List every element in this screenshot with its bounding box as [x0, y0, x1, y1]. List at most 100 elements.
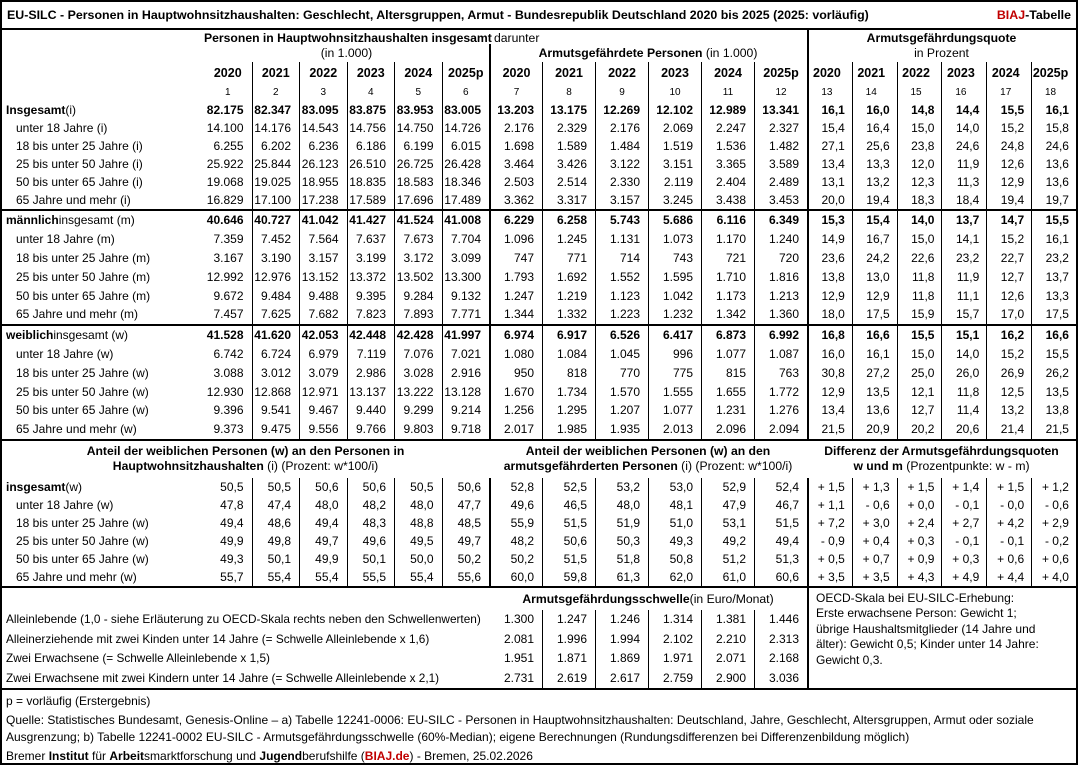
table-section-schwelle: Armutsgefährdungsschwelle (in Euro/Monat… — [2, 587, 1076, 690]
table-cell: 13,3 — [1031, 286, 1076, 305]
table-cell: 1.772 — [754, 382, 807, 401]
table-cell: 1.232 — [648, 304, 701, 324]
table-cell: 12,7 — [896, 400, 942, 420]
row-label: 65 Jahre und mehr (m) — [16, 307, 139, 322]
table-cell: 12,9 — [807, 382, 852, 401]
table-cell: 14,0 — [941, 119, 986, 137]
table-cell: 13,8 — [807, 267, 852, 287]
row-label: 65 Jahre und mehr (i) — [16, 193, 131, 207]
table-cell: 714 — [595, 248, 648, 268]
table-cell: 18,4 — [941, 191, 986, 209]
table-cell: 21,5 — [807, 419, 852, 439]
year-cell: 2022 — [595, 62, 648, 84]
table-cell: 20,0 — [807, 191, 852, 209]
table-cell: 7.564 — [299, 229, 347, 249]
table-cell: 13,6 — [1031, 155, 1076, 173]
table-cell: 47,9 — [701, 495, 754, 514]
table-cell: 1.342 — [701, 304, 754, 324]
table-cell: 17,5 — [851, 304, 897, 324]
table-cell: 7.119 — [346, 344, 395, 364]
column-group-header: Personen in Hauptwohnsitzhaushalten insg… — [2, 30, 1076, 62]
table-cell: 12.868 — [251, 382, 300, 401]
table-cell: 1.482 — [754, 137, 807, 155]
year-cell: 2021 — [542, 62, 595, 84]
table-cell: 3.036 — [754, 668, 807, 688]
table-cell: 1.446 — [754, 609, 807, 630]
table-cell: 3.589 — [754, 155, 807, 173]
table-cell: 2.094 — [754, 419, 807, 439]
table-cell: 49,8 — [251, 531, 300, 550]
table-cell: 12.989 — [701, 101, 754, 119]
table-cell: 9.718 — [441, 419, 490, 439]
table-cell: 16,1 — [851, 344, 897, 364]
table-cell: 12,1 — [896, 382, 942, 401]
row-label: 50 bis unter 65 Jahre (i) — [16, 175, 143, 189]
table-cell: 13,4 — [807, 400, 852, 420]
table-cell: + 4,3 — [896, 567, 942, 586]
table-cell: 1.519 — [648, 137, 701, 155]
table-cell: 9.488 — [299, 286, 347, 305]
table-cell: 15,8 — [1031, 119, 1076, 137]
table-cell: 82.347 — [251, 101, 300, 119]
table-cell: 13.372 — [346, 267, 395, 287]
table-cell: 13,8 — [1031, 400, 1076, 420]
table-cell: 9.803 — [394, 419, 442, 439]
col-number-cell: 10 — [648, 84, 701, 101]
table-cell: 21,5 — [1031, 419, 1076, 439]
table-cell: 6.917 — [542, 325, 595, 345]
table-cell: 48,0 — [595, 495, 648, 514]
table-cell: 24,6 — [1031, 137, 1076, 155]
table-cell: 2.102 — [648, 629, 701, 649]
table-cell: 27,1 — [807, 137, 852, 155]
table-cell: 6.526 — [595, 325, 648, 345]
table-cell: 9.484 — [251, 286, 300, 305]
table-cell: 2.619 — [542, 668, 595, 688]
table-cell: 3.157 — [299, 248, 347, 268]
table-cell: 55,4 — [251, 567, 300, 586]
table-cell: 2.119 — [648, 173, 701, 191]
table-cell: 25.844 — [251, 155, 300, 173]
table-cell: 41.427 — [346, 211, 395, 230]
row-label: Zwei Erwachsene mit zwei Kindern unter 1… — [6, 670, 440, 685]
table-cell: 2.330 — [595, 173, 648, 191]
table-cell: 2.916 — [441, 363, 490, 383]
table-cell: 41.997 — [441, 325, 490, 345]
table-cell: 17,0 — [986, 304, 1031, 324]
table-cell: 42.428 — [394, 325, 442, 345]
footer: p = vorläufig (Erstergebnis) Quelle: Sta… — [2, 690, 1076, 763]
table-cell: 2.017 — [489, 419, 542, 439]
table-cell: 2.313 — [754, 629, 807, 649]
table-cell: 55,4 — [299, 567, 347, 586]
table-cell: 49,4 — [299, 513, 347, 532]
row-label: 65 Jahre und mehr (w) — [16, 422, 137, 437]
table-cell: 42.448 — [346, 325, 395, 345]
table-cell: 3.012 — [251, 363, 300, 383]
table-cell: 12,9 — [807, 286, 852, 305]
table-cell: 12,7 — [986, 267, 1031, 287]
biaj-link[interactable]: BIAJ.de — [364, 748, 410, 763]
table-column-headers: 2020 2021 2022 2023 2024 2025p 2020 2021 2022 202… — [2, 62, 1076, 101]
brand-label: BIAJ-Tabelle — [997, 8, 1071, 22]
table-cell: 49,7 — [441, 531, 490, 550]
table-section-insgesamt: Insgesamt (i) 82.175 82.347 83.095 83.875 83.… — [2, 101, 1076, 211]
group-header-poverty: Armutsgefährdete Personen (in 1.000) — [538, 46, 758, 60]
table-cell: 2.489 — [754, 173, 807, 191]
table-cell: 1.123 — [595, 286, 648, 305]
table-cell: 3.157 — [595, 191, 648, 209]
table-cell: + 1,2 — [1031, 477, 1076, 496]
col-number-cell: 16 — [941, 84, 986, 101]
table-cell: 18.835 — [346, 173, 395, 191]
table-cell: 1.698 — [489, 137, 542, 155]
table-cell: 1.247 — [489, 286, 542, 305]
table-cell: 12.930 — [206, 384, 244, 399]
group-header-quote: Armutsgefährdungsquote in Prozent — [866, 31, 1017, 60]
table-cell: 26.123 — [299, 155, 347, 173]
table-cell: 49,4 — [754, 531, 807, 550]
table-cell: 1.344 — [489, 304, 542, 324]
table-cell: 55,9 — [489, 513, 542, 532]
table-cell: 6.992 — [754, 325, 807, 345]
table-cell: 48,0 — [299, 495, 347, 514]
table-cell: 46,5 — [542, 495, 595, 514]
table-cell: 6.724 — [251, 344, 300, 364]
table-cell: 7.771 — [441, 304, 490, 324]
